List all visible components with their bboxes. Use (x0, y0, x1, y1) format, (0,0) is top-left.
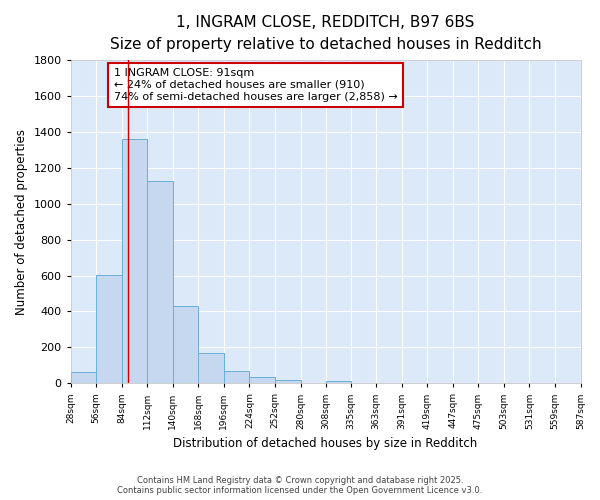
Bar (148, 180, 173, 384)
Bar (275, 380, 301, 384)
Bar (122, 140, 148, 384)
Bar (71, 372, 96, 384)
Text: Contains HM Land Registry data © Crown copyright and database right 2025.
Contai: Contains HM Land Registry data © Crown c… (118, 476, 482, 495)
Text: 1 INGRAM CLOSE: 91sqm
← 24% of detached houses are smaller (910)
74% of semi-det: 1 INGRAM CLOSE: 91sqm ← 24% of detached … (114, 68, 398, 102)
Bar (326, 380, 350, 384)
Bar (199, 353, 224, 384)
Title: 1, INGRAM CLOSE, REDDITCH, B97 6BS
Size of property relative to detached houses : 1, INGRAM CLOSE, REDDITCH, B97 6BS Size … (110, 15, 541, 52)
Bar (173, 306, 199, 384)
Y-axis label: Number of detached properties: Number of detached properties (15, 129, 28, 315)
Bar (224, 370, 250, 384)
Bar (250, 377, 275, 384)
Bar (96, 274, 122, 384)
X-axis label: Distribution of detached houses by size in Redditch: Distribution of detached houses by size … (173, 437, 478, 450)
